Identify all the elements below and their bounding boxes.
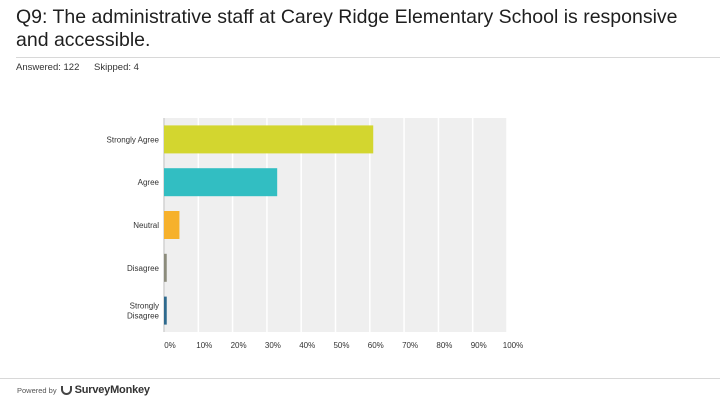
x-tick-label: 100% [503,341,523,350]
x-tick-label: 40% [299,341,315,350]
category-label: Neutral [133,221,159,230]
footer-divider [0,378,720,379]
skipped-count: Skipped: 4 [94,62,139,73]
x-tick-label: 70% [402,341,418,350]
header-divider [16,57,720,58]
surveymonkey-brand: SurveyMonkey [74,384,150,396]
x-tick-label: 50% [333,341,349,350]
category-label: Agree [138,178,160,187]
x-tick-label: 10% [196,341,212,350]
powered-by-label: Powered by [17,385,57,395]
response-stats: Answered: 122 Skipped: 4 [16,62,151,73]
category-label: Strongly Agree [107,135,160,144]
surveymonkey-icon [60,385,72,395]
x-tick-label: 60% [368,341,384,350]
surveymonkey-logo[interactable]: SurveyMonkey [60,384,150,396]
bar [164,211,180,239]
bar [164,253,167,282]
category-label: Disagree [127,264,160,273]
x-tick-label: 20% [231,341,247,350]
answered-count: Answered: 122 [16,62,80,73]
category-label: Strongly [130,302,159,311]
bar [164,125,374,154]
x-tick-label: 0% [164,341,176,350]
question-title: Q9: The administrative staff at Carey Ri… [16,6,678,51]
footer: Powered by SurveyMonkey [17,384,150,396]
category-label: Disagree [127,312,160,321]
x-tick-label: 90% [471,341,487,350]
x-tick-label: 30% [265,341,281,350]
bar [164,168,278,197]
bar [164,296,167,325]
x-tick-label: 80% [436,341,452,350]
